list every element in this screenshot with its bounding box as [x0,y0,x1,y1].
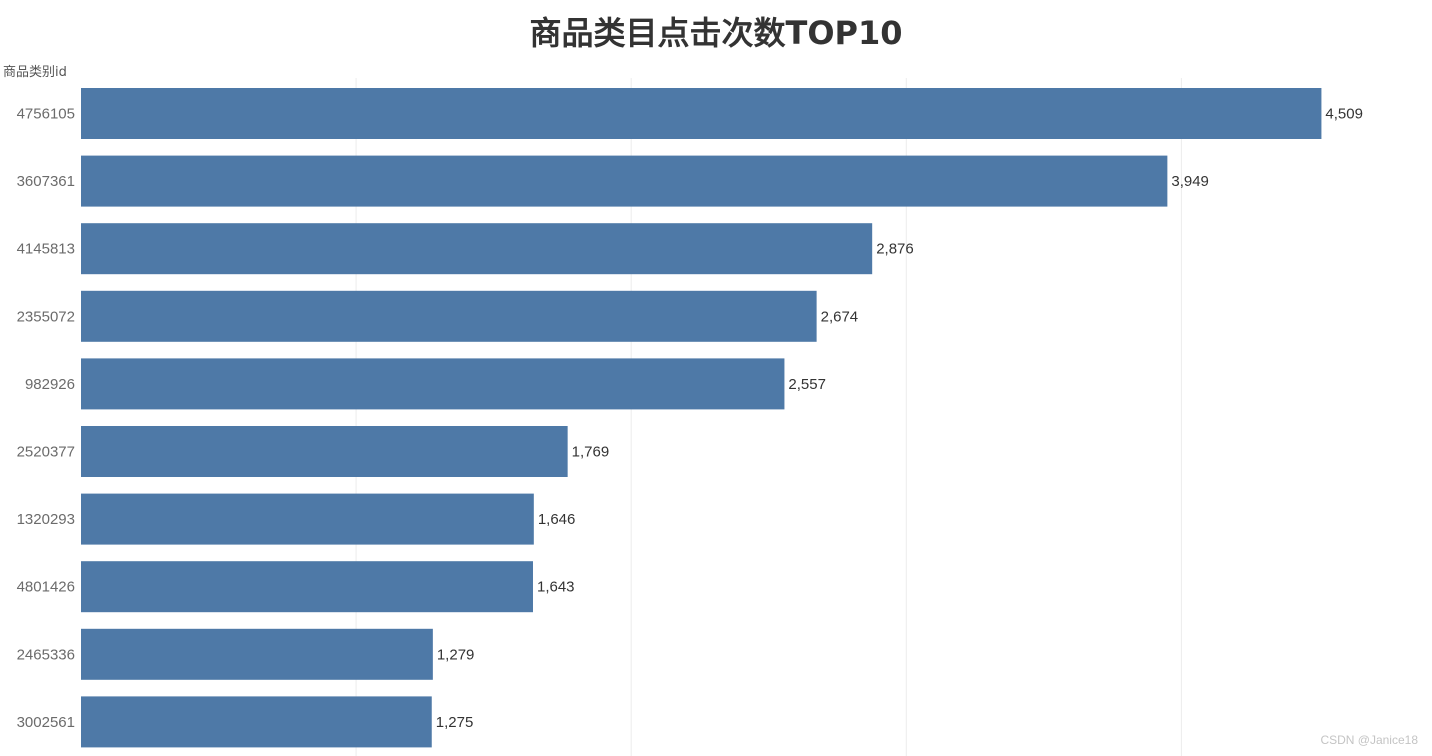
value-label: 2,674 [821,308,859,325]
bar-4801426 [81,561,533,613]
category-label: 4145813 [17,241,75,258]
category-label: 3002561 [17,714,75,731]
value-label: 1,279 [437,646,475,663]
bar-4756105 [81,88,1322,139]
category-label: 2355072 [17,308,75,325]
value-label: 2,876 [876,241,914,258]
value-label: 1,646 [538,511,576,528]
bar-3002561 [81,696,432,748]
bar-2465336 [81,628,433,680]
bar-3607361 [81,155,1168,207]
bar-2520377 [81,426,568,477]
bar-4145813 [81,223,873,275]
value-label: 4,509 [1325,106,1363,123]
value-label: 1,275 [436,714,474,731]
labels: 4756105 4,509 3607361 3,949 4145813 2,876 2355… [17,106,1363,731]
category-label: 2465336 [17,646,75,663]
bar-2355072 [81,290,817,342]
value-label: 3,949 [1171,173,1209,190]
category-label: 2520377 [17,444,75,461]
value-label: 1,643 [537,579,575,596]
category-label: 3607361 [17,173,75,190]
value-label: 1,769 [572,444,610,461]
chart-title: 商品类目点击次数TOP10 [529,14,903,52]
bar-982926 [81,358,785,410]
category-label: 4801426 [17,579,75,596]
bars [81,88,1322,748]
bar-1320293 [81,493,534,545]
category-label: 4756105 [17,106,75,123]
value-label: 2,557 [788,376,826,393]
watermark: CSDN @Janice18 [1320,733,1418,747]
category-label: 1320293 [17,511,75,528]
y-axis-label: 商品类别id [3,65,67,80]
category-label: 982926 [25,376,75,393]
